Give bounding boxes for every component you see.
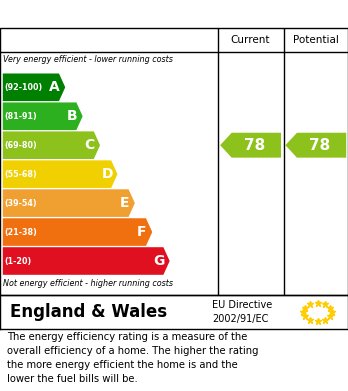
- Text: Not energy efficient - higher running costs: Not energy efficient - higher running co…: [3, 279, 174, 288]
- Text: C: C: [85, 138, 95, 152]
- Text: Very energy efficient - lower running costs: Very energy efficient - lower running co…: [3, 55, 173, 64]
- Polygon shape: [220, 133, 281, 158]
- Text: (21-38): (21-38): [5, 228, 38, 237]
- Text: 78: 78: [244, 138, 265, 153]
- Polygon shape: [285, 133, 346, 158]
- Text: Potential: Potential: [293, 35, 339, 45]
- Text: (69-80): (69-80): [5, 141, 38, 150]
- Text: England & Wales: England & Wales: [10, 303, 168, 321]
- Text: (39-54): (39-54): [5, 199, 38, 208]
- Text: (92-100): (92-100): [5, 83, 43, 92]
- Text: (1-20): (1-20): [5, 256, 32, 265]
- Text: F: F: [137, 225, 147, 239]
- Polygon shape: [3, 102, 82, 130]
- Text: A: A: [49, 80, 60, 94]
- Text: Energy Efficiency Rating: Energy Efficiency Rating: [7, 5, 254, 23]
- Polygon shape: [3, 160, 118, 188]
- Text: 78: 78: [309, 138, 330, 153]
- Text: B: B: [67, 109, 78, 123]
- Polygon shape: [3, 74, 65, 101]
- Text: (55-68): (55-68): [5, 170, 38, 179]
- Text: E: E: [120, 196, 129, 210]
- Text: (81-91): (81-91): [5, 112, 38, 121]
- Text: EU Directive
2002/91/EC: EU Directive 2002/91/EC: [212, 300, 272, 324]
- Text: G: G: [153, 254, 165, 268]
- Polygon shape: [3, 218, 152, 246]
- Polygon shape: [3, 189, 135, 217]
- Polygon shape: [3, 131, 100, 159]
- Text: The energy efficiency rating is a measure of the
overall efficiency of a home. T: The energy efficiency rating is a measur…: [7, 332, 259, 384]
- Text: D: D: [101, 167, 113, 181]
- Text: Current: Current: [231, 35, 270, 45]
- Polygon shape: [3, 247, 170, 275]
